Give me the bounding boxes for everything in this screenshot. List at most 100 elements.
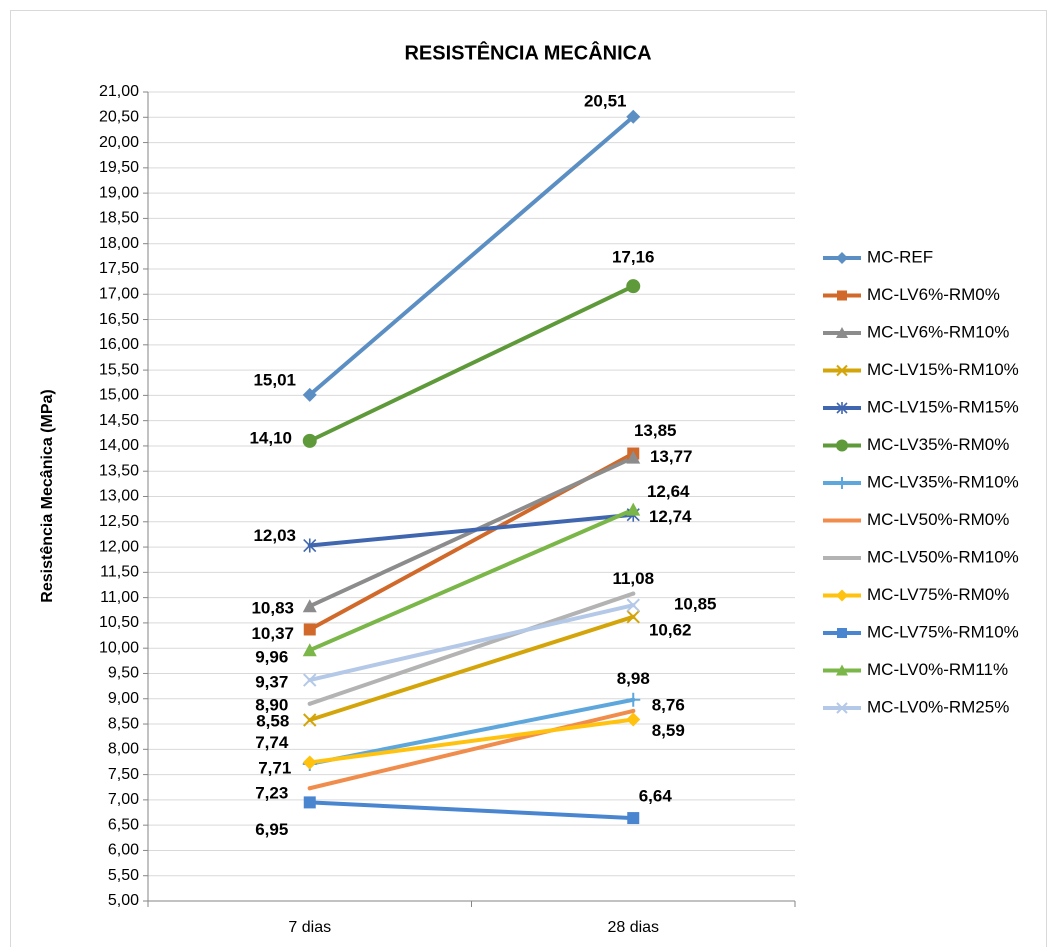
legend-label: MC-LV15%-RM10% bbox=[867, 360, 1019, 379]
marker bbox=[836, 702, 848, 714]
series-line bbox=[307, 512, 636, 548]
marker bbox=[626, 610, 640, 624]
data-label: 7,74 bbox=[255, 733, 289, 752]
marker bbox=[836, 664, 848, 676]
marker bbox=[303, 538, 317, 553]
legend-item: MC-LV35%-RM10% bbox=[823, 472, 1019, 491]
series-line bbox=[307, 284, 636, 443]
y-tick-label: 14,50 bbox=[99, 412, 139, 429]
data-label: 20,51 bbox=[584, 91, 627, 110]
legend-item: MC-LV6%-RM0% bbox=[823, 285, 1000, 304]
marker bbox=[836, 439, 848, 452]
marker bbox=[626, 450, 641, 464]
y-axis-label: Resistência Mecânica (MPa) bbox=[39, 389, 56, 602]
y-tick-label: 7,50 bbox=[108, 766, 139, 783]
marker bbox=[626, 692, 641, 707]
y-tick-label: 14,00 bbox=[99, 437, 139, 454]
y-tick-label: 19,00 bbox=[99, 184, 139, 201]
data-label: 10,62 bbox=[649, 620, 692, 639]
data-label: 17,16 bbox=[612, 248, 655, 267]
y-tick-label: 11,00 bbox=[100, 589, 139, 606]
marker bbox=[837, 628, 847, 638]
marker bbox=[836, 327, 848, 338]
y-tick-label: 20,00 bbox=[99, 134, 139, 151]
legend-item: MC-REF bbox=[823, 247, 933, 266]
series-line bbox=[307, 697, 636, 766]
legend-label: MC-LV15%-RM15% bbox=[867, 397, 1019, 416]
data-label: 8,59 bbox=[652, 721, 685, 740]
data-label: 8,98 bbox=[617, 669, 650, 688]
y-tick-label: 17,50 bbox=[99, 260, 139, 277]
y-tick-label: 9,50 bbox=[108, 665, 139, 682]
marker bbox=[836, 364, 848, 377]
y-tick-label: 13,50 bbox=[99, 462, 139, 479]
legend-label: MC-LV75%-RM10% bbox=[867, 622, 1019, 641]
y-tick-label: 10,00 bbox=[99, 639, 139, 656]
marker bbox=[627, 812, 640, 825]
y-tick-label: 5,50 bbox=[108, 867, 139, 884]
legend-label: MC-REF bbox=[867, 247, 933, 266]
marker bbox=[307, 786, 312, 791]
data-label: 10,85 bbox=[674, 595, 717, 614]
data-label: 6,64 bbox=[639, 787, 673, 806]
series-line bbox=[307, 507, 636, 653]
y-tick-label: 6,50 bbox=[108, 816, 139, 833]
marker bbox=[836, 477, 848, 489]
y-tick-label: 17,00 bbox=[99, 285, 139, 302]
marker bbox=[631, 591, 636, 596]
series-line bbox=[307, 800, 636, 821]
series-line bbox=[307, 614, 636, 722]
marker bbox=[303, 673, 317, 687]
legend-item: MC-LV0%-RM11% bbox=[823, 660, 1008, 679]
legend-item: MC-LV0%-RM25% bbox=[823, 697, 1009, 716]
y-tick-label: 19,50 bbox=[99, 159, 139, 176]
data-label: 11,08 bbox=[612, 569, 654, 588]
y-tick-label: 12,00 bbox=[99, 538, 139, 555]
y-tick-label: 20,50 bbox=[99, 109, 139, 126]
data-label: 9,37 bbox=[255, 673, 288, 692]
y-tick-label: 18,00 bbox=[99, 235, 139, 252]
y-tick-label: 8,00 bbox=[108, 741, 139, 758]
x-tick-label: 7 dias bbox=[288, 919, 331, 936]
data-label: 12,64 bbox=[647, 482, 690, 501]
legend-label: MC-LV35%-RM0% bbox=[867, 435, 1009, 454]
data-label: 10,37 bbox=[251, 624, 294, 643]
data-label: 8,58 bbox=[256, 711, 289, 730]
series-line bbox=[307, 603, 636, 683]
series-line bbox=[307, 591, 636, 706]
marker bbox=[626, 279, 641, 294]
legend-label: MC-LV50%-RM10% bbox=[867, 547, 1019, 566]
marker bbox=[303, 796, 316, 809]
x-tick-label: 28 dias bbox=[607, 919, 659, 936]
data-label: 7,71 bbox=[258, 758, 291, 777]
y-tick-label: 11,50 bbox=[100, 564, 139, 581]
y-tick-label: 16,50 bbox=[99, 311, 139, 328]
y-tick-label: 21,00 bbox=[99, 83, 139, 100]
legend-item: MC-LV35%-RM0% bbox=[823, 435, 1009, 454]
legend-item: MC-LV50%-RM0% bbox=[823, 510, 1009, 529]
legend-label: MC-LV50%-RM0% bbox=[867, 510, 1009, 529]
data-label: 8,90 bbox=[255, 695, 288, 714]
legend-label: MC-LV35%-RM10% bbox=[867, 472, 1019, 491]
marker bbox=[836, 402, 848, 414]
legend-item: MC-LV15%-RM10% bbox=[823, 360, 1019, 379]
marker bbox=[302, 599, 317, 613]
marker bbox=[626, 502, 641, 516]
data-label: 14,10 bbox=[249, 428, 292, 447]
y-tick-label: 18,50 bbox=[99, 210, 139, 227]
legend-item: MC-LV6%-RM10% bbox=[823, 322, 1009, 341]
y-tick-label: 7,00 bbox=[108, 791, 139, 808]
legend-item: MC-LV50%-RM10% bbox=[823, 547, 1019, 566]
marker bbox=[626, 712, 641, 727]
y-tick-label: 9,00 bbox=[108, 690, 139, 707]
marker bbox=[626, 598, 640, 612]
marker bbox=[631, 708, 636, 713]
marker bbox=[303, 713, 317, 727]
marker bbox=[303, 623, 316, 636]
data-label: 6,95 bbox=[255, 820, 288, 839]
legend-label: MC-LV0%-RM11% bbox=[867, 660, 1008, 679]
legend-item: MC-LV75%-RM0% bbox=[823, 585, 1009, 604]
data-label: 13,85 bbox=[634, 421, 677, 440]
legend-label: MC-LV6%-RM10% bbox=[867, 322, 1009, 341]
